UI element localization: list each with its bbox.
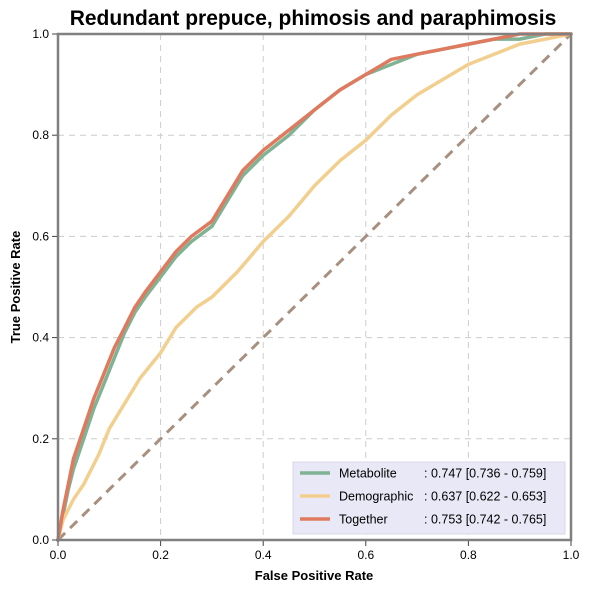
series-lines (56, 32, 573, 542)
plot-frame (56, 32, 573, 542)
y-axis-ticks: 0.0 0.2 0.4 0.6 0.8 1.0 (32, 27, 57, 547)
x-axis-label: False Positive Rate (255, 568, 374, 583)
legend-label-together: Together (339, 513, 388, 527)
x-tick-label-3: 0.6 (357, 548, 374, 562)
x-tick-label-4: 0.8 (460, 548, 477, 562)
legend-auc-together: : 0.753 [0.742 - 0.765] (424, 513, 546, 527)
x-tick-label-1: 0.2 (152, 548, 169, 562)
series-line-together (56, 32, 573, 542)
y-tick-label-3: 0.6 (32, 229, 49, 243)
reference-diagonal-group (56, 32, 573, 542)
legend: Metabolite : 0.747 [0.736 - 0.759] Demogra… (292, 461, 566, 535)
y-tick-label-2: 0.4 (32, 331, 49, 345)
legend-label-metabolite: Metabolite (339, 467, 397, 481)
chart-title: Redundant prepuce, phimosis and paraphim… (70, 7, 557, 30)
reference-diagonal (56, 32, 573, 542)
legend-box (292, 461, 566, 535)
y-axis-label: True Positive Rate (8, 231, 23, 344)
x-tick-label-5: 1.0 (563, 548, 580, 562)
series-line-demographic (56, 32, 573, 542)
legend-label-demographic: Demographic (339, 490, 413, 504)
y-tick-label-5: 1.0 (32, 27, 49, 41)
legend-auc-metabolite: : 0.747 [0.736 - 0.759] (424, 467, 546, 481)
legend-auc-demographic: : 0.637 [0.622 - 0.653] (424, 490, 546, 504)
x-axis-ticks: 0.0 0.2 0.4 0.6 0.8 1.0 (50, 541, 580, 562)
x-tick-label-2: 0.4 (255, 548, 272, 562)
y-tick-label-1: 0.2 (32, 432, 49, 446)
y-tick-label-4: 0.8 (32, 128, 49, 142)
y-tick-label-0: 0.0 (32, 533, 49, 547)
x-tick-label-0: 0.0 (50, 548, 67, 562)
